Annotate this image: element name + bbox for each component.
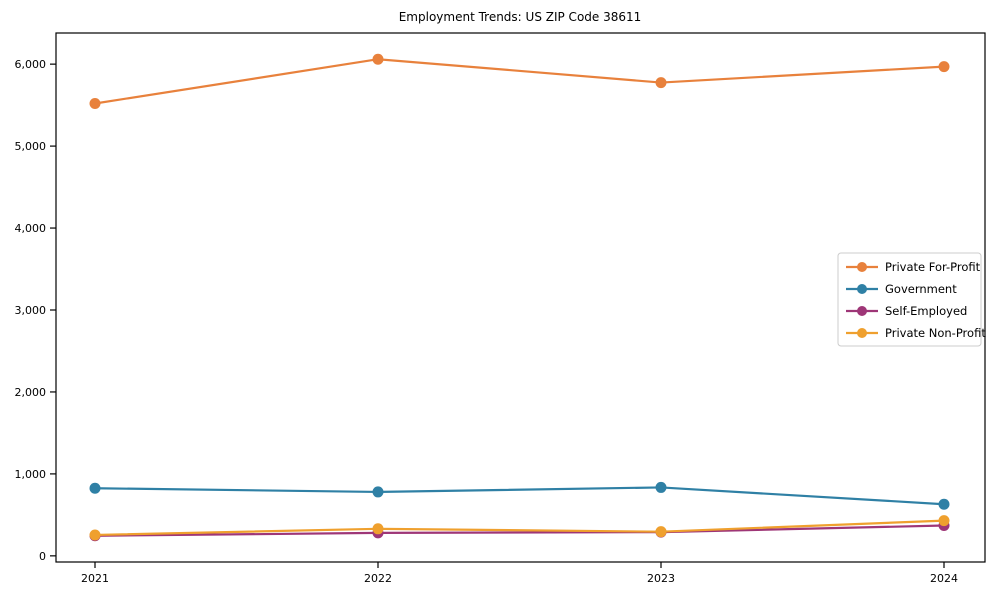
x-tick-label: 2022	[364, 572, 392, 585]
data-point-private-non-profit	[372, 523, 384, 535]
legend-item-government: Government	[846, 282, 957, 296]
legend-item-self-employed: Self-Employed	[846, 304, 967, 318]
plot-box	[55, 32, 986, 563]
y-tick-label: 0	[39, 550, 46, 563]
legend-marker-icon	[857, 306, 867, 316]
x-tick-label: 2021	[81, 572, 109, 585]
data-point-private-for-profit	[655, 77, 667, 89]
legend-label: Government	[885, 282, 957, 296]
legend-label: Private For-Profit	[885, 260, 981, 274]
legend-marker-icon	[857, 262, 867, 272]
y-tick-label: 6,000	[15, 58, 47, 71]
data-point-private-for-profit	[89, 97, 101, 109]
plot-border	[55, 32, 986, 563]
legend-label: Self-Employed	[885, 304, 967, 318]
data-point-private-non-profit	[89, 529, 101, 541]
data-point-government	[938, 498, 950, 510]
data-point-private-for-profit	[938, 61, 950, 73]
series-line-private-for-profit	[94, 58, 945, 105]
legend-box	[837, 252, 982, 347]
data-point-private-non-profit	[938, 515, 950, 527]
data-point-government	[372, 486, 384, 498]
x-tick-label: 2024	[930, 572, 958, 585]
axes: 0 1,000 2,000 3,000 4,000 5,000 6,000 2021 2022 2…	[15, 58, 959, 585]
y-tick-label: 1,000	[15, 468, 47, 481]
series-group	[89, 53, 950, 542]
data-point-private-non-profit	[655, 526, 667, 538]
y-tick-label: 2,000	[15, 386, 47, 399]
series-line-private-non-profit	[94, 519, 945, 537]
legend-item-private-for-profit: Private For-Profit	[846, 260, 981, 274]
chart-title: Employment Trends: US ZIP Code 38611	[399, 10, 642, 24]
y-tick-label: 5,000	[15, 140, 47, 153]
series-line-government	[94, 486, 945, 506]
legend: Private For-Profit Government Self-Employe…	[837, 252, 986, 347]
x-tick-label: 2023	[647, 572, 675, 585]
y-tick-label: 4,000	[15, 222, 47, 235]
y-tick-label: 3,000	[15, 304, 47, 317]
data-point-government	[655, 481, 667, 493]
legend-marker-icon	[857, 328, 867, 338]
legend-marker-icon	[857, 284, 867, 294]
series-line-self-employed	[94, 524, 945, 537]
legend-label: Private Non-Profit	[885, 326, 986, 340]
data-point-private-for-profit	[372, 53, 384, 65]
data-point-government	[89, 482, 101, 494]
legend-item-private-non-profit: Private Non-Profit	[846, 326, 986, 340]
